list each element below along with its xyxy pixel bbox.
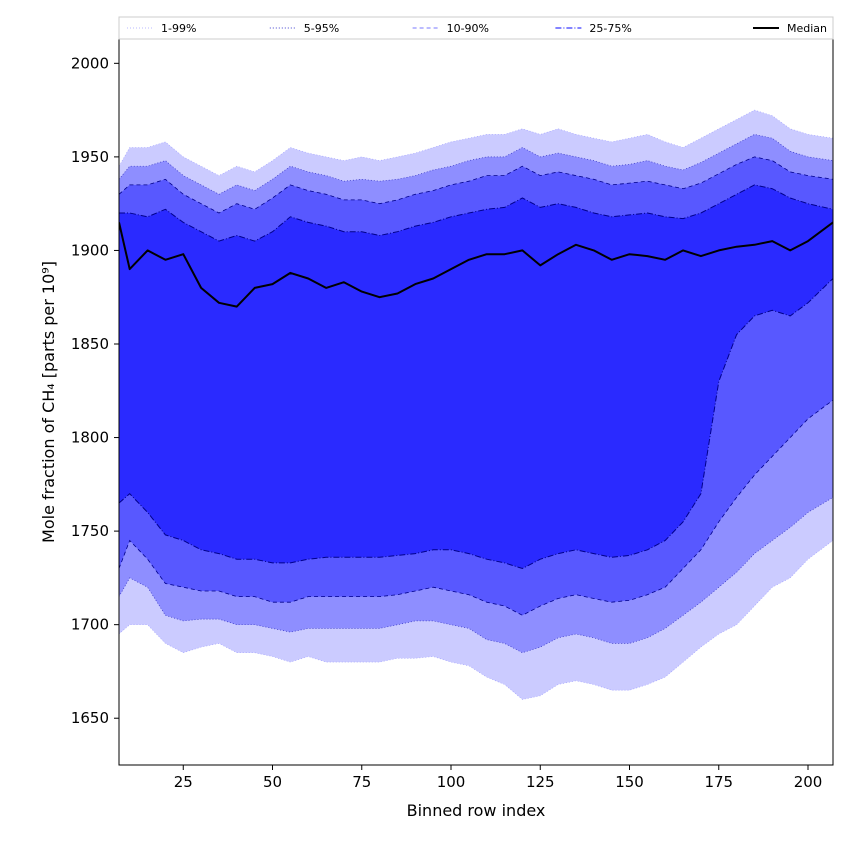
band-upper-edge-1	[119, 109, 833, 176]
y-axis-label: Mole fraction of CH₄ [parts per 10⁹]	[39, 261, 58, 543]
y-tick-label: 1700	[71, 616, 109, 634]
legend-label: 5-95%	[304, 22, 339, 35]
median-line	[119, 221, 833, 308]
legend-frame	[118, 16, 834, 40]
x-tick-label: 125	[526, 773, 555, 791]
legend-label: 25-75%	[589, 22, 631, 35]
y-tick-label: 1750	[71, 522, 109, 540]
x-tick-label: 100	[437, 773, 466, 791]
y-tick-label: 1650	[71, 709, 109, 727]
legend-label: 10-90%	[447, 22, 489, 35]
x-tick-label: 50	[263, 773, 282, 791]
legend: 1-99% 5-95% 10-90% 25-75% Median	[118, 16, 834, 40]
y-tick-label: 1850	[71, 335, 109, 353]
y-tick-label: 1800	[71, 429, 109, 447]
x-axis-label: Binned row index	[407, 801, 546, 820]
x-tick-label: 25	[174, 773, 193, 791]
legend-label: Median	[787, 22, 827, 35]
y-tick-label: 2000	[71, 54, 109, 72]
x-tick-label: 75	[352, 773, 371, 791]
x-tick-label: 150	[615, 773, 644, 791]
y-tick-label: 1900	[71, 241, 109, 259]
band-area-4	[119, 184, 833, 569]
band-upper-edge-3	[119, 156, 833, 214]
band-lower-edge-2	[119, 497, 833, 654]
percentile-bands	[119, 109, 833, 700]
y-tick-label: 1950	[71, 148, 109, 166]
x-tick-label: 175	[704, 773, 733, 791]
legend-label: 1-99%	[161, 22, 196, 35]
band-lower-edge-4	[119, 278, 833, 570]
x-axis: 25 50 75 100 125 150 175 200	[174, 765, 823, 791]
median-layer	[119, 221, 833, 308]
band-upper-edge-4	[119, 184, 833, 242]
y-axis: 1650 1700 1750 1800 1850 1900 1950 2000	[71, 54, 119, 727]
x-tick-label: 200	[794, 773, 823, 791]
band-lower-edge-3	[119, 399, 833, 616]
